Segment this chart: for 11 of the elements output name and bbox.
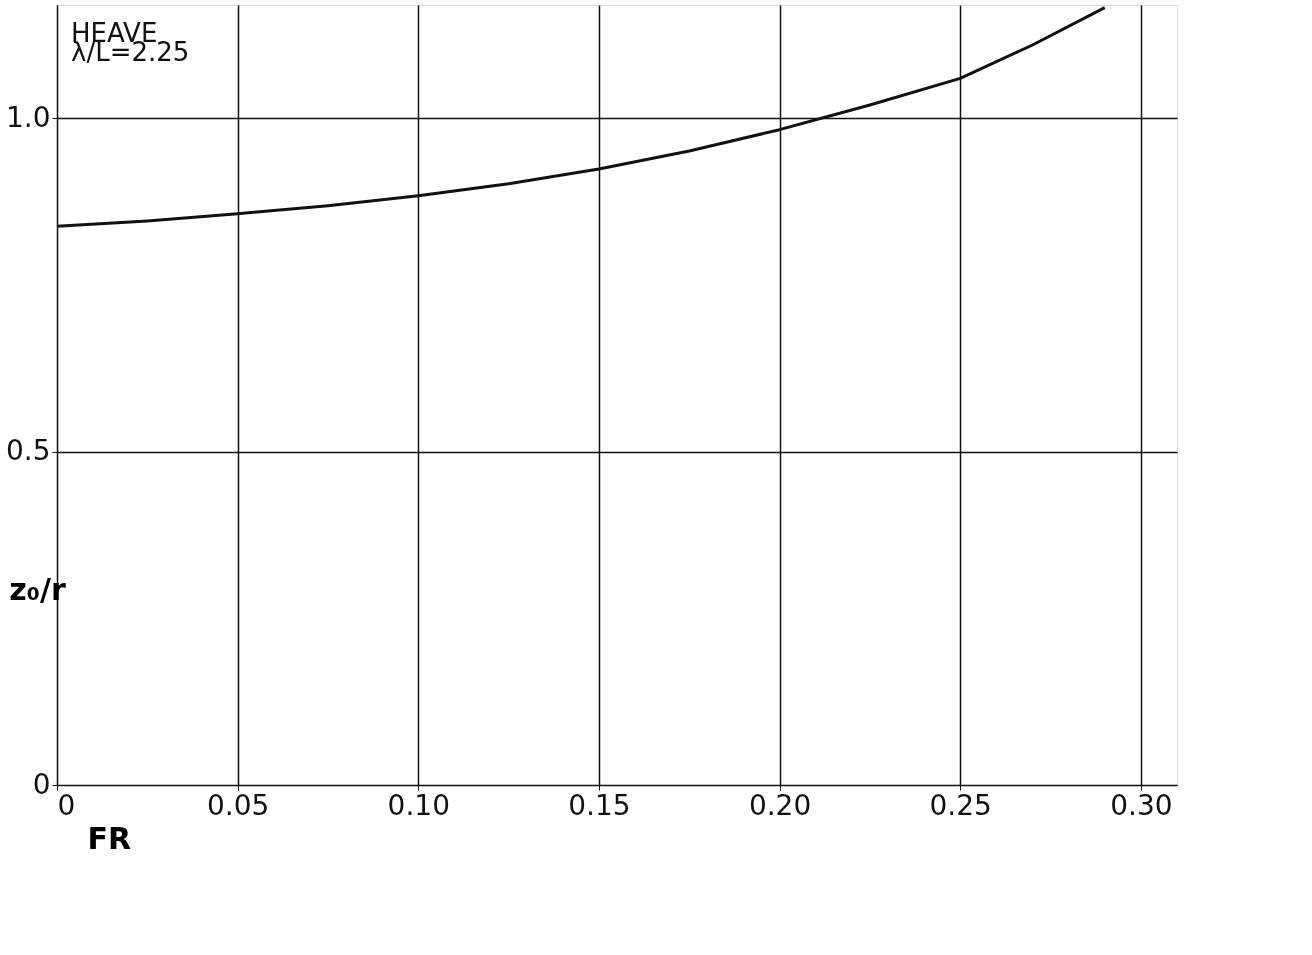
x-tick-label: 0.05: [206, 788, 270, 822]
x-tick-label: 0.30: [1110, 788, 1173, 822]
x-tick-label: 0.25: [929, 788, 992, 822]
y-tick-label: 0.5: [5, 434, 51, 468]
x-tick-label: 0.10: [387, 788, 450, 822]
x-axis-title: FR: [87, 820, 132, 856]
x-tick-label: 0.20: [748, 788, 812, 822]
y-tick-label: 0: [32, 767, 51, 801]
y-tick-label: 1.0: [5, 100, 51, 134]
x-tick-label: 0: [57, 788, 76, 822]
x-tick-label: 0.15: [568, 788, 631, 822]
